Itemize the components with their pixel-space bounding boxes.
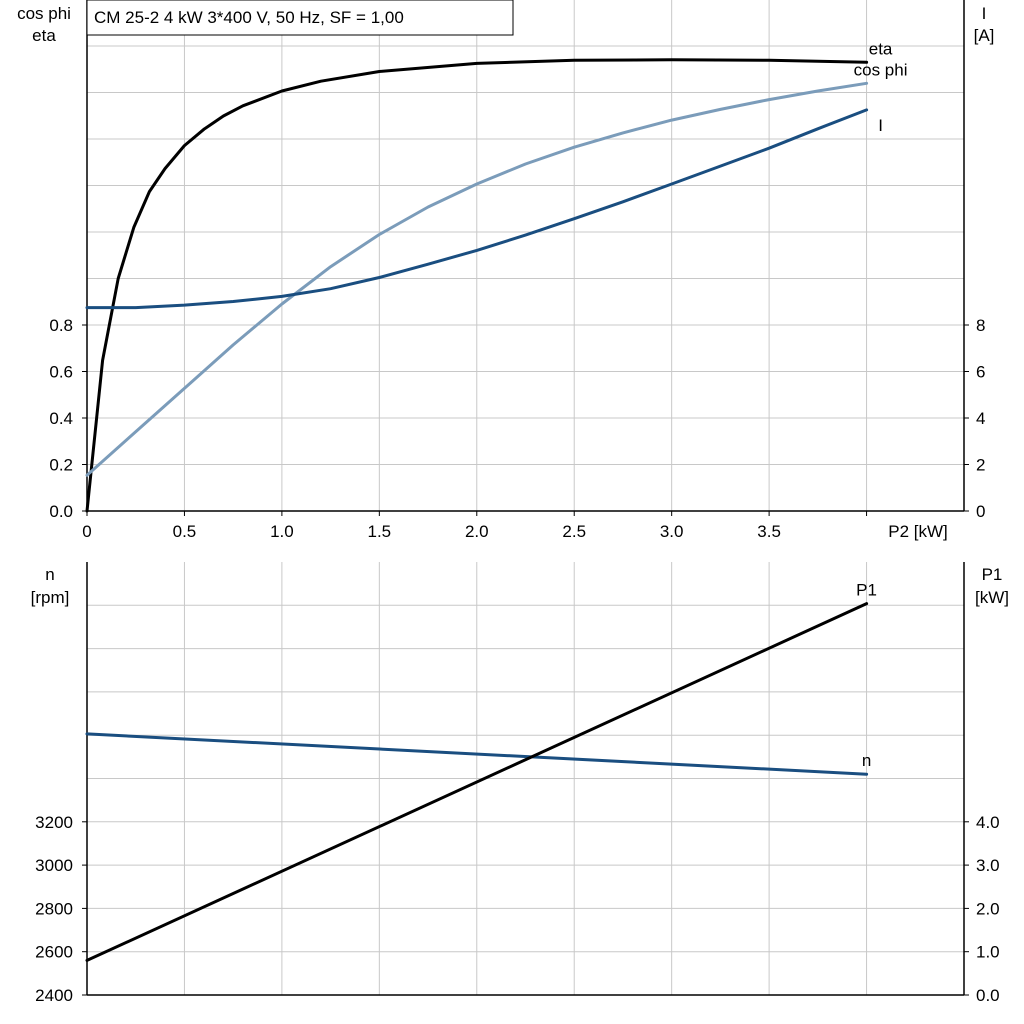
series-line-cos-phi [85,81,869,477]
y-left-tick-label: 2400 [35,986,73,1005]
y-right-tick-label: 8 [976,316,985,335]
y-right-tick-label: 0.0 [976,986,1000,1005]
x-tick-label: 2.5 [562,522,586,541]
y-left-tick-label: 0.6 [49,363,73,382]
series-label-eta: eta [869,39,893,58]
series-line-eta [85,58,869,513]
x-tick-label: 1.0 [270,522,294,541]
y-left-tick-label: 3000 [35,856,73,875]
series-line-n [85,732,869,776]
x-axis-label: P2 [kW] [888,522,948,541]
y-right-tick-label: 2 [976,456,985,475]
y-right-label-1: I [982,4,987,23]
chart-title: CM 25-2 4 kW 3*400 V, 50 Hz, SF = 1,00 [94,8,404,27]
y-right-label-1: P1 [982,565,1003,584]
x-tick-label: 3.5 [757,522,781,541]
y-right-label-2: [A] [974,26,995,45]
x-tick-label: 0.5 [173,522,197,541]
y-left-label-2: eta [32,26,56,45]
x-tick-label: 3.0 [660,522,684,541]
y-right-tick-label: 6 [976,363,985,382]
y-left-tick-label: 2800 [35,899,73,918]
y-left-tick-label: 0.0 [49,502,73,521]
series-label-cos-phi: cos phi [854,60,908,79]
plot-area-1 [87,0,964,511]
series-line-p1 [85,602,869,962]
series-label-p1: P1 [856,581,877,600]
y-right-tick-label: 4.0 [976,813,1000,832]
y-right-tick-label: 4 [976,409,985,428]
y-left-label-2: [rpm] [31,588,70,607]
y-left-tick-label: 3200 [35,813,73,832]
y-right-label-2: [kW] [975,588,1009,607]
x-tick-label: 2.0 [465,522,489,541]
series-line-i [85,108,869,310]
series-label-n: n [862,751,871,770]
chart-title-box [86,0,514,36]
y-left-tick-label: 2600 [35,943,73,962]
x-tick-label: 1.5 [368,522,392,541]
y-right-tick-label: 3.0 [976,856,1000,875]
y-right-tick-label: 2.0 [976,899,1000,918]
y-left-tick-label: 0.8 [49,316,73,335]
x-tick-label: 0 [82,522,91,541]
y-left-label-1: n [45,565,54,584]
series-label-i: I [878,116,883,135]
y-left-tick-label: 0.2 [49,456,73,475]
y-left-label-1: cos phi [17,4,71,23]
y-left-tick-label: 0.4 [49,409,73,428]
y-right-tick-label: 0 [976,502,985,521]
y-right-tick-label: 1.0 [976,943,1000,962]
